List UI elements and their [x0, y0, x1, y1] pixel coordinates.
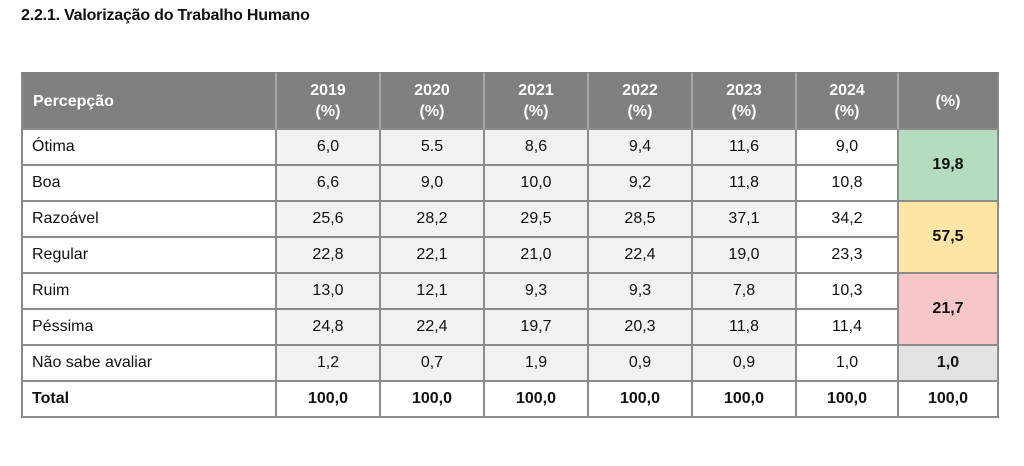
table-cell: 29,5: [485, 202, 589, 238]
table-cell: 9,3: [485, 274, 589, 310]
header-year-2022: 2022 (%): [589, 72, 693, 130]
table-cell: 0,9: [589, 346, 693, 382]
row-label: Boa: [21, 166, 277, 202]
table-row: Ótima 6,0 5.5 8,6 9,4 11,6 9,0 19,8: [21, 130, 999, 202]
group-total-positive: 19,8: [899, 130, 999, 202]
row-label: Ruim: [21, 274, 277, 310]
row-label: Péssima: [21, 310, 277, 346]
table-cell: 6,0: [277, 130, 381, 166]
table-cell: 19,7: [485, 310, 589, 346]
header-perception: Percepção: [21, 72, 277, 130]
table-cell: 100,0: [797, 382, 899, 418]
table-cell: 34,2: [797, 202, 899, 238]
header-year-2023: 2023 (%): [693, 72, 797, 130]
table-cell: 7,8: [693, 274, 797, 310]
table-cell: 100,0: [485, 382, 589, 418]
table-cell: 1,2: [277, 346, 381, 382]
table-cell: 22,8: [277, 238, 381, 274]
group-total-unknown: 1,0: [899, 346, 999, 382]
table-cell: 6,6: [277, 166, 381, 202]
table-cell: 28,5: [589, 202, 693, 238]
group-total-neutral: 57,5: [899, 202, 999, 274]
row-label: Ótima: [21, 130, 277, 166]
page-title: 2.2.1. Valorização do Trabalho Humano: [21, 7, 310, 24]
row-label: Não sabe avaliar: [21, 346, 277, 382]
table-cell: 22,4: [589, 238, 693, 274]
table-cell: 24,8: [277, 310, 381, 346]
table-row: Ruim 13,0 12,1 9,3 9,3 7,8 10,3 21,7: [21, 274, 999, 346]
total-row: Total 100,0 100,0 100,0 100,0 100,0 100,…: [21, 382, 999, 418]
table-cell: 9,0: [797, 130, 899, 166]
total-label: Total: [21, 382, 277, 418]
table-cell: 13,0: [277, 274, 381, 310]
header-year-2019: 2019 (%): [277, 72, 381, 130]
row-label: Regular: [21, 238, 277, 274]
table-cell: 100,0: [381, 382, 485, 418]
table-cell: 100,0: [589, 382, 693, 418]
table-cell: 22,4: [381, 310, 485, 346]
table-cell: 0,9: [693, 346, 797, 382]
table-cell: 23,3: [797, 238, 899, 274]
table-cell: 10,0: [485, 166, 589, 202]
table-cell: 5.5: [381, 130, 485, 166]
table-cell: 37,1: [693, 202, 797, 238]
table-cell: 12,1: [381, 274, 485, 310]
table-cell: 9,0: [381, 166, 485, 202]
group-total-negative: 21,7: [899, 274, 999, 346]
header-year-2024: 2024 (%): [797, 72, 899, 130]
table-cell: 8,6: [485, 130, 589, 166]
table-cell: 21,0: [485, 238, 589, 274]
table-row: Razoável 25,6 28,2 29,5 28,5 37,1 34,2 5…: [21, 202, 999, 274]
table-cell: 11,6: [693, 130, 797, 166]
table-cell: 9,3: [589, 274, 693, 310]
table-row: Regular 22,8 22,1 21,0 22,4 19,0 23,3: [21, 238, 999, 274]
table-cell: 10,8: [797, 166, 899, 202]
header-row: Percepção 2019 (%) 2020 (%) 2021 (%) 2022 (%…: [21, 72, 999, 130]
table-cell: 22,1: [381, 238, 485, 274]
row-label: Razoável: [21, 202, 277, 238]
table-cell: 100,0: [277, 382, 381, 418]
perception-table: Percepção 2019 (%) 2020 (%) 2021 (%) 2022 (%…: [21, 72, 999, 418]
header-year-2020: 2020 (%): [381, 72, 485, 130]
table-row: Boa 6,6 9,0 10,0 9,2 11,8 10,8: [21, 166, 999, 202]
header-group-percent: (%): [899, 72, 999, 130]
table-cell: 1,0: [797, 346, 899, 382]
table-cell: 11,4: [797, 310, 899, 346]
table-cell: 9,4: [589, 130, 693, 166]
table-cell: 11,8: [693, 166, 797, 202]
table-cell: 25,6: [277, 202, 381, 238]
total-group-cell: 100,0: [899, 382, 999, 418]
header-year-2021: 2021 (%): [485, 72, 589, 130]
table-cell: 11,8: [693, 310, 797, 346]
table-cell: 20,3: [589, 310, 693, 346]
table-row: Não sabe avaliar 1,2 0,7 1,9 0,9 0,9 1,0…: [21, 346, 999, 382]
table-cell: 0,7: [381, 346, 485, 382]
table-cell: 9,2: [589, 166, 693, 202]
table-cell: 28,2: [381, 202, 485, 238]
table-cell: 19,0: [693, 238, 797, 274]
table-cell: 100,0: [693, 382, 797, 418]
table-cell: 1,9: [485, 346, 589, 382]
table-row: Péssima 24,8 22,4 19,7 20,3 11,8 11,4: [21, 310, 999, 346]
table-cell: 10,3: [797, 274, 899, 310]
